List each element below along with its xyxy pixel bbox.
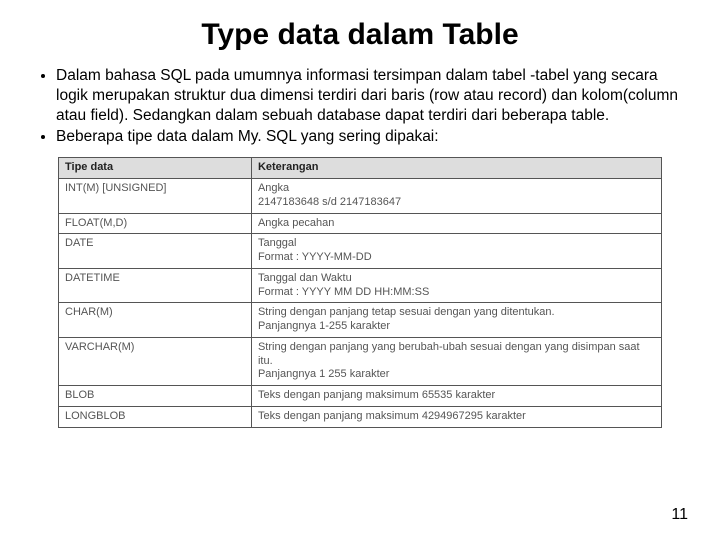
slide-title: Type data dalam Table <box>30 18 690 52</box>
table-header-cell: Keterangan <box>251 158 661 179</box>
table-cell: INT(M) [UNSIGNED] <box>59 179 252 214</box>
table-cell: Teks dengan panjang maksimum 4294967295 … <box>251 406 661 427</box>
datatype-table-wrap: Tipe data Keterangan INT(M) [UNSIGNED] A… <box>58 157 662 427</box>
page-number: 11 <box>671 506 688 524</box>
slide: Type data dalam Table Dalam bahasa SQL p… <box>0 0 720 540</box>
table-cell: Angka pecahan <box>251 213 661 234</box>
table-cell: LONGBLOB <box>59 406 252 427</box>
datatype-table: Tipe data Keterangan INT(M) [UNSIGNED] A… <box>58 157 662 427</box>
table-row: LONGBLOB Teks dengan panjang maksimum 42… <box>59 406 662 427</box>
table-header-row: Tipe data Keterangan <box>59 158 662 179</box>
table-cell: Tanggal dan WaktuFormat : YYYY MM DD HH:… <box>251 268 661 303</box>
table-cell: Teks dengan panjang maksimum 65535 karak… <box>251 386 661 407</box>
table-row: VARCHAR(M) String dengan panjang yang be… <box>59 337 662 385</box>
table-header-cell: Tipe data <box>59 158 252 179</box>
table-row: CHAR(M) String dengan panjang tetap sesu… <box>59 303 662 338</box>
table-cell: TanggalFormat : YYYY-MM-DD <box>251 234 661 269</box>
bullet-list: Dalam bahasa SQL pada umumnya informasi … <box>30 66 690 147</box>
table-cell: String dengan panjang yang berubah-ubah … <box>251 337 661 385</box>
table-cell: DATE <box>59 234 252 269</box>
bullet-item: Beberapa tipe data dalam My. SQL yang se… <box>56 127 690 147</box>
table-row: DATE TanggalFormat : YYYY-MM-DD <box>59 234 662 269</box>
table-cell: Angka 2147183648 s/d 2147183647 <box>251 179 661 214</box>
table-row: BLOB Teks dengan panjang maksimum 65535 … <box>59 386 662 407</box>
table-cell: DATETIME <box>59 268 252 303</box>
bullet-item: Dalam bahasa SQL pada umumnya informasi … <box>56 66 690 125</box>
table-cell: VARCHAR(M) <box>59 337 252 385</box>
table-row: DATETIME Tanggal dan WaktuFormat : YYYY … <box>59 268 662 303</box>
table-cell: BLOB <box>59 386 252 407</box>
table-cell: String dengan panjang tetap sesuai denga… <box>251 303 661 338</box>
table-row: INT(M) [UNSIGNED] Angka 2147183648 s/d 2… <box>59 179 662 214</box>
table-cell: CHAR(M) <box>59 303 252 338</box>
table-row: FLOAT(M,D) Angka pecahan <box>59 213 662 234</box>
table-cell: FLOAT(M,D) <box>59 213 252 234</box>
